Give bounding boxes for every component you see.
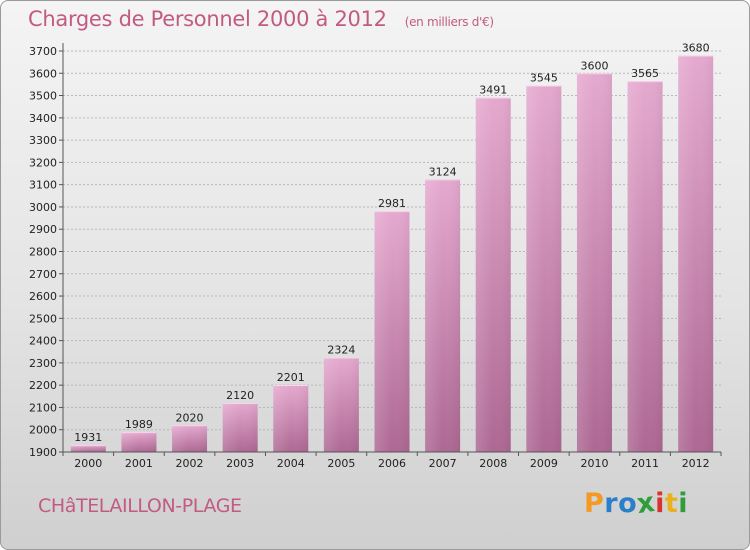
x-tick-label: 2003 xyxy=(226,457,254,470)
logo-letter: P xyxy=(584,488,605,519)
y-tick-label: 2900 xyxy=(29,223,57,236)
x-tick-label: 2011 xyxy=(631,457,659,470)
chart-title-text: Charges de Personnel 2000 à 2012 xyxy=(28,7,387,31)
data-label: 2981 xyxy=(378,197,406,210)
y-tick-label: 2800 xyxy=(29,246,57,259)
bar-shine xyxy=(121,432,157,452)
y-tick-label: 2500 xyxy=(29,312,57,325)
x-tick-label: 2007 xyxy=(429,457,457,470)
bar-shine xyxy=(425,179,461,452)
bar-shine xyxy=(526,85,562,453)
data-label: 2020 xyxy=(176,411,204,424)
logo-letter: t xyxy=(664,488,679,519)
data-label: 3491 xyxy=(479,84,507,97)
city-name: CHâTELAILLON-PLAGE xyxy=(38,495,242,517)
x-tick-label: 2012 xyxy=(682,457,710,470)
x-tick-label: 2009 xyxy=(530,457,558,470)
y-tick-label: 3100 xyxy=(29,179,57,192)
y-tick-label: 2000 xyxy=(29,424,57,437)
bar-shine xyxy=(70,445,106,452)
data-label: 1989 xyxy=(125,418,153,431)
bar-shine xyxy=(678,55,714,452)
y-tick-label: 2100 xyxy=(29,401,57,414)
bars: 1931 1989 2020 2120 2201 2324 2981 3124 3491 3545… xyxy=(70,41,714,453)
y-tick-label: 3400 xyxy=(29,112,57,125)
x-tick-label: 2002 xyxy=(176,457,204,470)
x-tick-label: 2005 xyxy=(327,457,355,470)
chart-subtitle: (en milliers d'€) xyxy=(404,15,494,29)
data-label: 1931 xyxy=(74,431,102,444)
y-tick-label: 3700 xyxy=(29,45,57,58)
bar-shine xyxy=(172,425,208,452)
y-tick-label: 2700 xyxy=(29,268,57,281)
data-label: 3124 xyxy=(429,165,457,178)
y-tick-label: 3000 xyxy=(29,201,57,214)
bar-shine xyxy=(273,384,309,452)
y-tick-label: 2300 xyxy=(29,357,57,370)
bar-shine xyxy=(222,402,258,452)
data-label: 3680 xyxy=(682,41,710,54)
data-label: 2201 xyxy=(277,371,305,384)
bar-shine xyxy=(323,357,359,452)
y-tick-label: 1900 xyxy=(29,446,57,459)
axes: 1900 2000 2100 2200 2300 2400 2500 2600 2700 2800… xyxy=(29,43,722,470)
y-tick-label: 3500 xyxy=(29,90,57,103)
bar-shine xyxy=(374,211,410,452)
x-tick-label: 2000 xyxy=(74,457,102,470)
y-tick-label: 2200 xyxy=(29,379,57,392)
x-tick-label: 2006 xyxy=(378,457,406,470)
logo-letter: r xyxy=(604,488,619,519)
chart-title: Charges de Personnel 2000 à 2012 (en mill… xyxy=(28,7,494,31)
data-label: 2120 xyxy=(226,389,254,402)
y-tick-label: 3600 xyxy=(29,67,57,80)
proxiti-logo: Proxiti xyxy=(584,486,689,521)
data-label: 3600 xyxy=(580,59,608,72)
y-tick-label: 3300 xyxy=(29,134,57,147)
logo-letter: i xyxy=(655,488,665,519)
logo-letter: o xyxy=(618,488,638,519)
data-label: 3565 xyxy=(631,67,659,80)
data-label: 3545 xyxy=(530,72,558,85)
logo-letter: x xyxy=(635,486,658,521)
x-tick-label: 2008 xyxy=(479,457,507,470)
y-tick-label: 3200 xyxy=(29,156,57,169)
y-tick-label: 2400 xyxy=(29,335,57,348)
x-tick-label: 2010 xyxy=(580,457,608,470)
bar-shine xyxy=(627,81,663,452)
logo-letter: i xyxy=(678,488,689,519)
x-tick-label: 2004 xyxy=(277,457,305,470)
bar-shine xyxy=(576,73,612,453)
x-tick-label: 2001 xyxy=(125,457,153,470)
bar-shine xyxy=(475,97,511,453)
y-tick-label: 2600 xyxy=(29,290,57,303)
data-label: 2324 xyxy=(327,344,355,357)
